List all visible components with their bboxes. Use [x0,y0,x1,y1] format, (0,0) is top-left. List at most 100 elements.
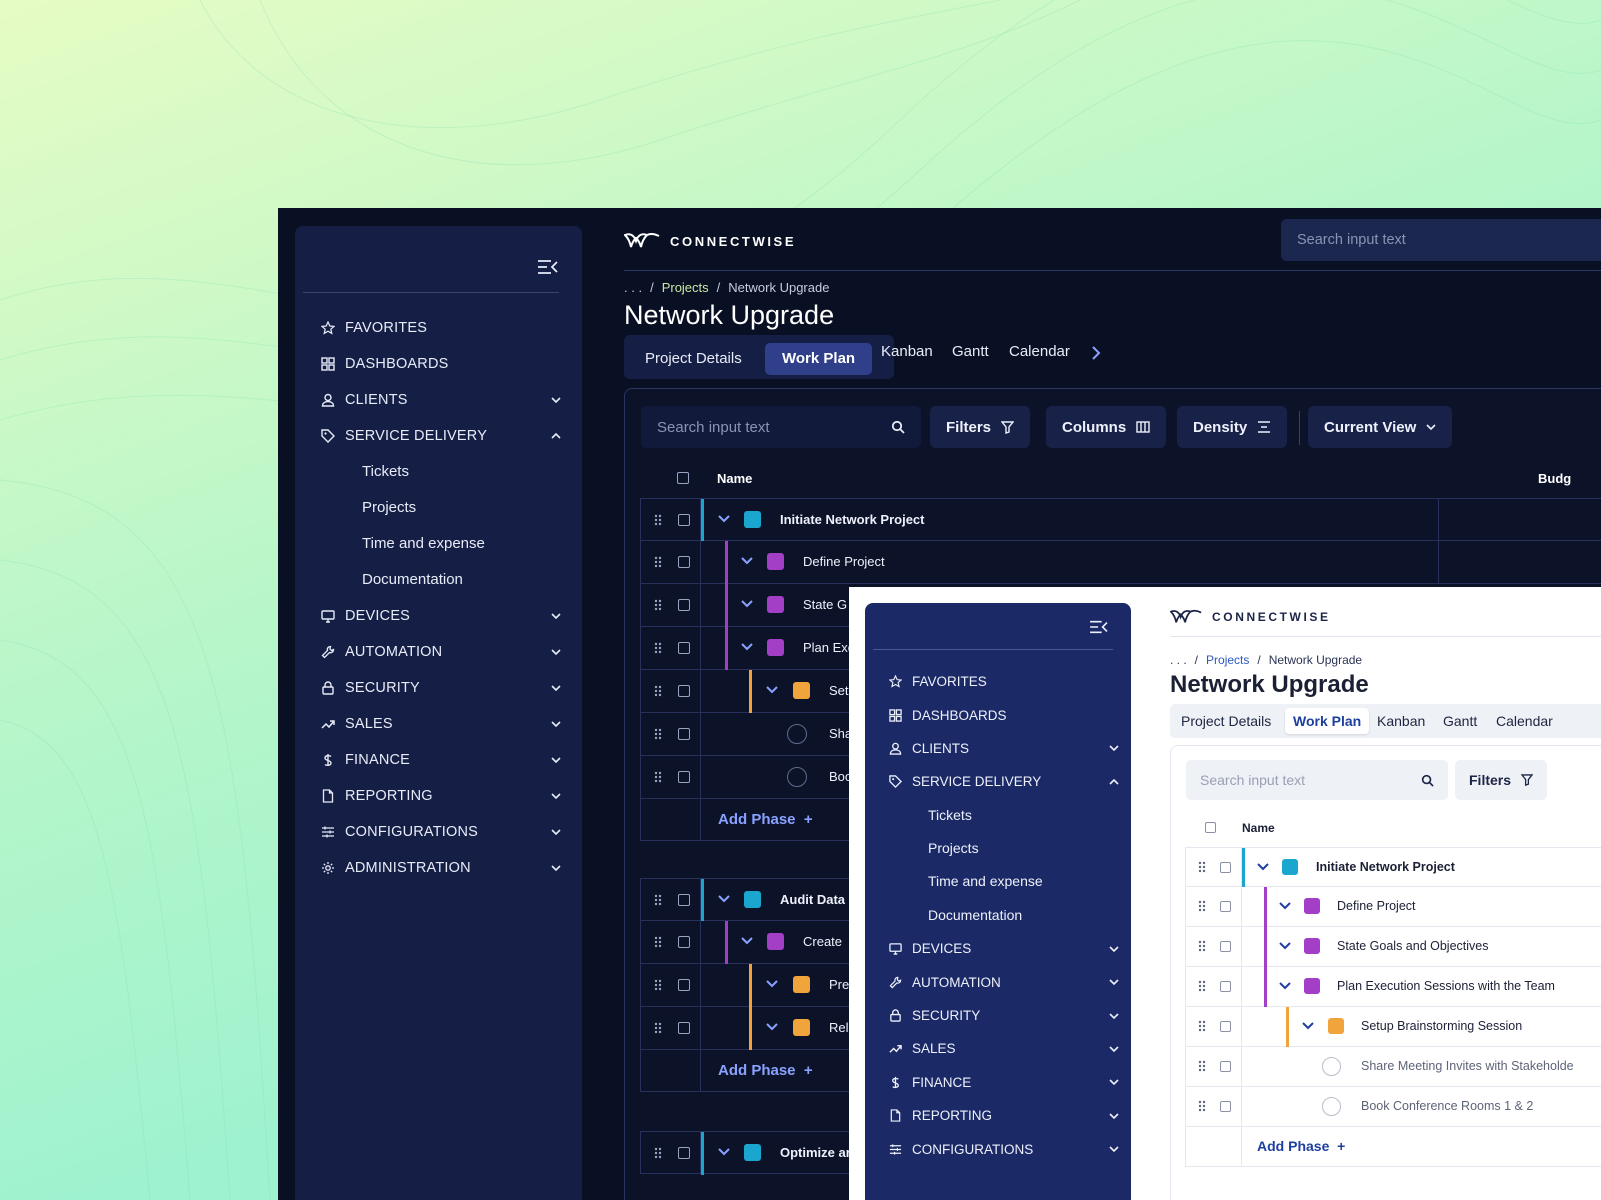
tab-calendar[interactable]: Calendar [1009,343,1070,360]
row-checkbox[interactable] [1220,981,1231,992]
column-header-budget[interactable]: Budg [1538,471,1572,486]
table-row[interactable]: State Goals and Objectives [1185,927,1601,967]
row-name[interactable]: Set [829,683,849,698]
chevron-down-icon[interactable] [1302,1021,1314,1031]
sidebar-subitem-projects[interactable]: Projects [362,499,417,516]
sidebar-item-favorites[interactable]: FAVORITES [321,310,561,346]
table-row[interactable]: Define Project [640,541,1601,584]
row-name[interactable]: Sha [829,726,853,741]
row-name[interactable]: Book Conference Rooms 1 & 2 [1361,1099,1534,1113]
row-name[interactable]: Share Meeting Invites with Stakeholde [1361,1059,1574,1073]
chevron-down-icon[interactable] [1109,1044,1119,1054]
sidebar-item-devices[interactable]: DEVICES [321,598,561,634]
sidebar-item-devices[interactable]: DEVICES [889,932,1119,965]
drag-handle-icon[interactable] [1198,1100,1206,1112]
sidebar-item-clients[interactable]: CLIENTS [889,732,1119,765]
row-name[interactable]: Plan Exe [803,640,856,655]
global-search-input[interactable]: Search input text [1281,219,1601,261]
chevron-down-icon[interactable] [551,395,561,405]
row-checkbox[interactable] [678,771,690,783]
chevron-down-icon[interactable] [551,791,561,801]
drag-handle-icon[interactable] [1198,980,1206,992]
status-circle-icon[interactable] [1322,1057,1341,1076]
density-button[interactable]: Density [1177,406,1288,448]
sidebar-item-dashboards[interactable]: DASHBOARDS [321,346,561,382]
chevron-down-icon[interactable] [1279,981,1291,991]
sidebar-subitem-time-expense[interactable]: Time and expense [362,535,485,552]
tab-gantt[interactable]: Gantt [1443,713,1478,729]
row-name[interactable]: Audit Data [780,892,845,907]
sidebar-item-finance[interactable]: FINANCE [321,742,561,778]
table-row[interactable]: Setup Brainstorming Session [1185,1007,1601,1047]
tab-project-details[interactable]: Project Details [645,350,742,367]
status-circle-icon[interactable] [787,767,807,787]
sidebar-item-configurations[interactable]: CONFIGURATIONS [889,1132,1119,1165]
row-checkbox[interactable] [678,599,690,611]
chevron-down-icon[interactable] [551,755,561,765]
chevron-down-icon[interactable] [766,685,778,695]
row-checkbox[interactable] [678,514,690,526]
row-checkbox[interactable] [678,1147,690,1159]
sidebar-item-sales[interactable]: SALES [321,706,561,742]
sidebar-item-administration[interactable]: ADMINISTRATION [321,850,561,886]
row-checkbox[interactable] [678,894,690,906]
sidebar-item-automation[interactable]: AUTOMATION [889,966,1119,999]
chevron-down-icon[interactable] [718,514,730,524]
table-row[interactable]: Initiate Network Project [1185,847,1601,888]
tab-gantt[interactable]: Gantt [952,343,989,360]
row-checkbox[interactable] [1220,941,1231,952]
filters-button[interactable]: Filters [930,406,1031,448]
collapse-menu-icon[interactable] [537,258,559,276]
breadcrumb-ellipsis[interactable]: . . . [624,280,643,295]
tab-calendar[interactable]: Calendar [1496,713,1553,729]
chevron-down-icon[interactable] [1279,901,1291,911]
table-search-input[interactable]: Search input text [1186,760,1448,800]
sidebar-item-sales[interactable]: SALES [889,1032,1119,1065]
row-checkbox[interactable] [678,728,690,740]
column-header-name[interactable]: Name [1242,821,1275,835]
drag-handle-icon[interactable] [654,1147,662,1159]
sidebar-item-finance[interactable]: FINANCE [889,1066,1119,1099]
chevron-down-icon[interactable] [1109,743,1119,753]
drag-handle-icon[interactable] [654,556,662,568]
breadcrumb-projects-link[interactable]: Projects [661,280,709,295]
sidebar-subitem-time-expense[interactable]: Time and expense [928,873,1043,890]
sidebar-subitem-tickets[interactable]: Tickets [362,463,409,480]
tab-work-plan[interactable]: Work Plan [765,343,873,375]
drag-handle-icon[interactable] [1198,1060,1206,1072]
drag-handle-icon[interactable] [1198,940,1206,952]
add-phase-button[interactable]: Add Phase + [1257,1138,1345,1154]
row-checkbox[interactable] [678,685,690,697]
row-name[interactable]: Optimize ar [780,1145,851,1160]
row-checkbox[interactable] [1220,1101,1231,1112]
sidebar-item-clients[interactable]: CLIENTS [321,382,561,418]
table-row[interactable]: Share Meeting Invites with Stakeholde [1185,1047,1601,1087]
sidebar-subitem-projects[interactable]: Projects [928,839,979,856]
row-name[interactable]: Define Project [1337,899,1416,913]
breadcrumb-ellipsis[interactable]: . . . [1170,653,1187,667]
row-checkbox[interactable] [1220,1021,1231,1032]
sidebar-item-dashboards[interactable]: DASHBOARDS [889,698,1119,731]
chevron-down-icon[interactable] [1109,1111,1119,1121]
drag-handle-icon[interactable] [654,642,662,654]
row-name[interactable]: State G [803,597,848,612]
row-checkbox[interactable] [678,936,690,948]
sidebar-subitem-tickets[interactable]: Tickets [928,806,972,823]
filters-button[interactable]: Filters [1455,760,1548,800]
sidebar-item-security[interactable]: SECURITY [889,999,1119,1032]
drag-handle-icon[interactable] [654,894,662,906]
brand-logo[interactable]: CONNECTWISE [1170,608,1331,626]
chevron-down-icon[interactable] [551,827,561,837]
row-name[interactable]: Setup Brainstorming Session [1361,1019,1523,1033]
tab-project-details[interactable]: Project Details [1181,713,1272,729]
chevron-down-icon[interactable] [718,1147,730,1157]
select-all-checkbox[interactable] [677,472,689,484]
row-name[interactable]: State Goals and Objectives [1337,939,1489,953]
sidebar-item-configurations[interactable]: CONFIGURATIONS [321,814,561,850]
row-name[interactable]: Plan Execution Sessions with the Team [1337,979,1555,993]
chevron-down-icon[interactable] [1109,1144,1119,1154]
row-name[interactable]: Create [803,934,843,949]
row-checkbox[interactable] [1220,901,1231,912]
sidebar-item-favorites[interactable]: FAVORITES [889,665,1119,698]
chevron-down-icon[interactable] [1109,1011,1119,1021]
